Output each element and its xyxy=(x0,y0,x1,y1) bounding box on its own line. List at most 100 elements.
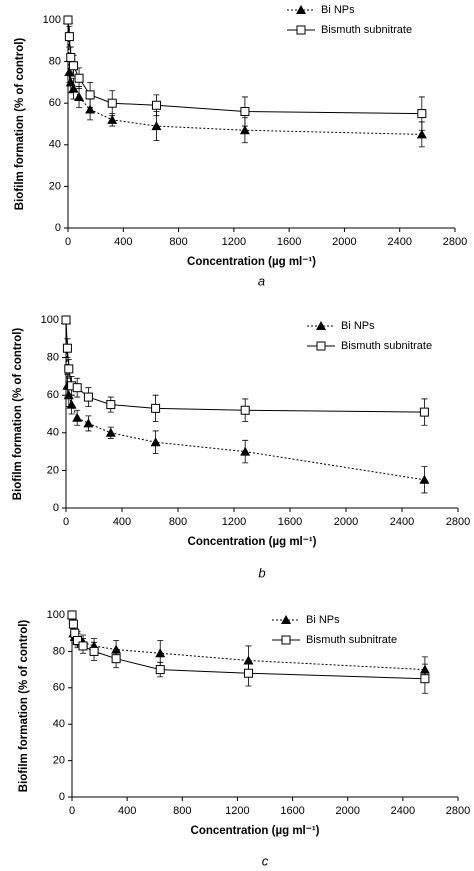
marker-square xyxy=(106,400,116,410)
x-tick-label: 400 xyxy=(114,236,132,248)
marker-triangle xyxy=(111,644,122,654)
x-tick-label: 800 xyxy=(169,236,187,248)
marker-square xyxy=(85,90,95,100)
caption: c xyxy=(262,853,269,868)
legend-marker xyxy=(316,321,326,330)
legend-label: Bi NPs xyxy=(306,614,340,626)
series xyxy=(63,15,427,131)
marker-square xyxy=(64,32,74,42)
x-tick-label: 2800 xyxy=(446,516,470,528)
x-tick-label: 800 xyxy=(169,516,187,528)
x-tick-label: 0 xyxy=(69,805,75,817)
x-tick-label: 0 xyxy=(63,516,69,528)
x-tick-label: 1200 xyxy=(225,805,249,817)
marker-triangle xyxy=(419,474,430,484)
marker-square xyxy=(78,641,88,651)
y-tick-label: 60 xyxy=(49,97,61,109)
marker-triangle xyxy=(239,125,250,135)
y-tick-label: 40 xyxy=(47,427,59,439)
marker-square xyxy=(68,619,78,629)
x-tick-label: 1600 xyxy=(280,805,304,817)
series-line xyxy=(65,319,425,481)
marker-square xyxy=(83,392,93,402)
marker-square xyxy=(111,654,121,664)
marker-square xyxy=(66,52,76,62)
y-tick-label: 100 xyxy=(47,609,65,621)
marker-square xyxy=(243,668,253,678)
marker-triangle xyxy=(72,412,83,422)
x-tick-label: 1600 xyxy=(278,516,302,528)
marker-square xyxy=(73,635,83,645)
legend-label: Bismuth subnitrate xyxy=(306,634,397,646)
y-tick-label: 20 xyxy=(47,464,59,476)
marker-triangle xyxy=(243,655,254,665)
marker-triangle xyxy=(85,104,96,114)
x-tick-label: 1200 xyxy=(222,516,246,528)
marker-square xyxy=(67,610,77,620)
marker-triangle xyxy=(64,67,75,76)
marker-triangle xyxy=(74,91,85,101)
y-axis-title: Biofilm formation (% of control) xyxy=(14,38,26,211)
marker-square xyxy=(420,674,430,684)
legend-marker xyxy=(281,615,291,624)
marker-square xyxy=(419,407,429,417)
x-tick-label: 2000 xyxy=(335,805,359,817)
legend-marker xyxy=(316,341,326,351)
series-line xyxy=(71,614,425,680)
x-axis-title: Concentration (µg ml⁻¹) xyxy=(191,825,320,837)
marker-triangle xyxy=(155,648,166,658)
marker-triangle xyxy=(66,399,77,409)
marker-triangle xyxy=(83,418,94,428)
x-tick-label: 1200 xyxy=(222,236,246,248)
x-axis-title: Concentration (µg ml⁻¹) xyxy=(187,256,316,268)
legend-label: Bismuth subnitrate xyxy=(321,24,412,36)
y-tick-label: 100 xyxy=(43,14,61,26)
legend-label: Bismuth subnitrate xyxy=(341,340,432,352)
series-line xyxy=(65,319,425,413)
x-tick-label: 1600 xyxy=(277,236,301,248)
marker-triangle xyxy=(68,83,79,93)
series xyxy=(67,610,430,694)
y-tick-label: 80 xyxy=(49,56,61,68)
y-tick-label: 0 xyxy=(53,502,59,514)
caption: b xyxy=(258,565,265,580)
legend-label: Bi NPs xyxy=(321,4,355,16)
marker-triangle xyxy=(240,446,251,456)
y-tick-label: 80 xyxy=(47,352,59,364)
x-tick-label: 2800 xyxy=(446,805,470,817)
marker-square xyxy=(240,107,250,117)
x-tick-label: 400 xyxy=(118,805,136,817)
x-tick-label: 2400 xyxy=(390,516,414,528)
x-axis-title: Concentration (µg ml⁻¹) xyxy=(188,536,317,548)
marker-triangle xyxy=(63,390,74,400)
x-tick-label: 2800 xyxy=(443,236,467,248)
marker-triangle xyxy=(107,114,118,124)
marker-square xyxy=(74,73,84,83)
marker-square xyxy=(151,100,161,110)
x-tick-label: 2400 xyxy=(391,805,415,817)
marker-square xyxy=(62,343,72,353)
x-tick-label: 800 xyxy=(173,805,191,817)
legend-label: Bi NPs xyxy=(341,320,375,332)
marker-square xyxy=(89,646,99,656)
marker-square xyxy=(417,109,427,119)
legend-marker xyxy=(281,635,291,645)
legend-marker xyxy=(296,25,306,35)
x-tick-label: 2000 xyxy=(334,516,358,528)
marker-square xyxy=(69,61,79,71)
x-tick-label: 2000 xyxy=(332,236,356,248)
series xyxy=(61,315,429,426)
y-tick-label: 40 xyxy=(53,718,65,730)
marker-square xyxy=(63,15,73,25)
marker-triangle xyxy=(151,121,162,131)
marker-square xyxy=(72,383,82,393)
marker-square xyxy=(107,98,117,108)
y-tick-label: 0 xyxy=(59,791,65,803)
y-tick-label: 0 xyxy=(55,222,61,234)
marker-triangle xyxy=(105,427,116,437)
y-tick-label: 60 xyxy=(53,682,65,694)
y-axis-title: Biofilm formation (% of control) xyxy=(12,328,24,501)
marker-square xyxy=(240,405,250,415)
marker-triangle xyxy=(150,437,161,447)
y-tick-label: 40 xyxy=(49,139,61,151)
